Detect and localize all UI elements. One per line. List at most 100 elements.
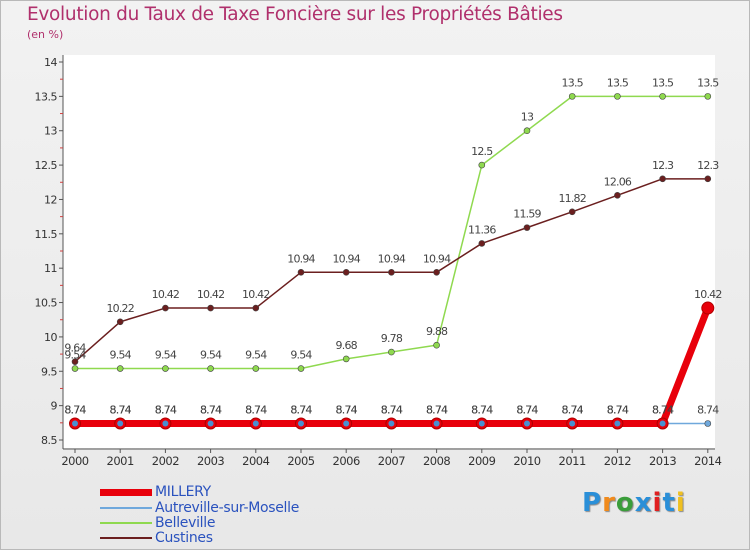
data-label: 10.22 (106, 302, 134, 315)
data-label: 12.5 (471, 145, 493, 158)
data-label: 8.74 (607, 404, 629, 417)
data-point (116, 365, 124, 372)
y-tick-label: 10 (44, 331, 57, 344)
data-label: 8.74 (426, 404, 448, 417)
data-label: 10.94 (287, 252, 315, 265)
logo-letter: i (652, 488, 663, 518)
data-point (71, 358, 79, 365)
data-point-inner (614, 420, 621, 427)
data-point (659, 93, 666, 100)
data-point (342, 269, 350, 276)
legend-swatch-belleville (100, 522, 152, 524)
y-tick-label: 9 (51, 400, 58, 413)
legend-label-autreville: Autreville-sur-Moselle (155, 500, 300, 516)
x-tick-label: 2014 (694, 454, 721, 468)
data-label: 9.68 (336, 339, 358, 352)
data-point (297, 365, 305, 372)
data-point (523, 224, 531, 231)
legend-item-millery: MILLERY (100, 484, 211, 500)
data-label: 9.64 (64, 342, 86, 355)
data-label: 9.54 (110, 349, 132, 362)
data-point (162, 365, 169, 372)
data-label: 13.5 (697, 76, 719, 89)
x-tick-label: 2000 (61, 454, 88, 468)
logo-letter: o (615, 488, 635, 518)
data-label: 11.82 (558, 192, 586, 205)
logo-letter: x (634, 488, 653, 518)
x-tick-label: 2005 (287, 454, 314, 468)
data-point-inner (659, 420, 666, 427)
data-label: 8.74 (245, 404, 267, 417)
data-label: 9.54 (290, 349, 312, 362)
data-point (614, 192, 621, 199)
data-label: 8.74 (381, 404, 403, 417)
data-label: 9.54 (200, 349, 222, 362)
data-label: 8.74 (562, 404, 584, 417)
data-label: 8.74 (200, 404, 222, 417)
data-label: 10.42 (242, 288, 270, 301)
data-label: 8.74 (607, 404, 629, 417)
x-tick-label: 2010 (513, 454, 540, 468)
data-point (478, 161, 486, 169)
logo-letter: r (602, 488, 616, 518)
y-tick-label: 10.5 (35, 297, 58, 310)
plot-area (63, 55, 715, 448)
x-tick-label: 2002 (152, 454, 179, 468)
data-label: 8.74 (200, 404, 222, 417)
data-point-inner (298, 420, 304, 427)
chart-title: Evolution du Taux de Taxe Foncière sur l… (27, 4, 563, 25)
data-point (342, 355, 350, 363)
data-point (433, 341, 440, 349)
data-point (568, 93, 576, 100)
data-point (252, 365, 260, 372)
data-point (388, 348, 395, 356)
y-tick-label: 8.5 (41, 434, 57, 447)
data-label: 13 (521, 111, 534, 124)
data-label: 8.74 (652, 404, 674, 417)
data-label: 8.74 (426, 404, 448, 417)
data-point (207, 365, 214, 372)
data-point (659, 175, 666, 183)
y-tick-label: 12.5 (35, 159, 58, 172)
data-point (704, 175, 712, 183)
data-label: 13.5 (652, 76, 674, 89)
data-point-inner (388, 420, 395, 427)
y-tick-label: 13.5 (35, 90, 58, 103)
x-tick-label: 2003 (197, 454, 224, 468)
legend-item-custines: Custines (100, 530, 213, 546)
data-label: 8.74 (652, 404, 674, 417)
data-label: 12.3 (697, 159, 719, 172)
x-tick-label: 2011 (559, 454, 586, 468)
data-label: 11.59 (513, 208, 541, 221)
data-label: 8.74 (381, 404, 403, 417)
data-label: 8.74 (697, 404, 719, 417)
data-label: 8.74 (110, 404, 132, 417)
data-label: 10.94 (332, 252, 360, 265)
data-point-inner (478, 420, 485, 427)
data-point (207, 304, 214, 312)
x-tick-label: 2004 (242, 454, 269, 468)
data-label: 9.54 (155, 349, 177, 362)
y-tick-label: 13 (44, 125, 57, 138)
data-label: 8.74 (471, 404, 493, 417)
logo-letter: i (675, 488, 686, 518)
chart-unit-label: (en %) (27, 28, 64, 41)
data-point-inner (343, 420, 350, 427)
data-label: 8.74 (516, 404, 538, 417)
data-label: 13.5 (607, 76, 629, 89)
x-tick-label: 2012 (604, 454, 631, 468)
legend-swatch-autreville (100, 507, 152, 509)
data-point (297, 269, 305, 276)
data-point-inner (252, 420, 259, 427)
data-label: 8.74 (516, 404, 538, 417)
data-label: 9.54 (245, 349, 267, 362)
data-point (704, 93, 712, 100)
data-point-inner (524, 420, 530, 427)
data-label: 8.74 (290, 404, 312, 417)
data-point (116, 318, 124, 326)
data-label: 13.5 (562, 76, 584, 89)
y-tick-label: 9.5 (41, 365, 57, 378)
x-tick-label: 2001 (107, 454, 134, 468)
data-label: 10.94 (423, 252, 451, 265)
data-label: 9.88 (426, 325, 448, 338)
